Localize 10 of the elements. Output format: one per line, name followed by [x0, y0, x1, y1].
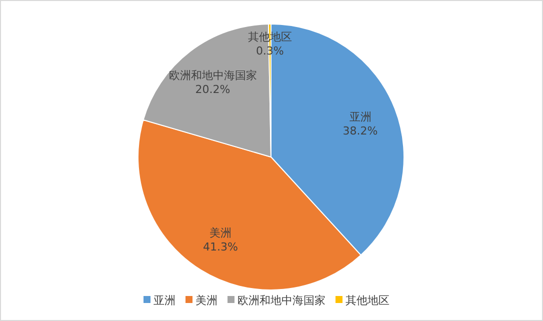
legend-label: 欧洲和地中海国家 [238, 294, 326, 307]
data-label: 20.2% [195, 82, 230, 96]
legend-label: 亚洲 [154, 294, 176, 307]
slice-label: 亚洲 [349, 110, 372, 124]
slice-label: 欧洲和地中海国家 [168, 68, 257, 82]
legend-label: 美洲 [196, 294, 218, 307]
slice-label: 美洲 [209, 226, 232, 240]
data-label: 41.3% [202, 240, 238, 254]
data-label: 38.2% [342, 124, 378, 138]
legend-label: 其他地区 [346, 294, 390, 307]
